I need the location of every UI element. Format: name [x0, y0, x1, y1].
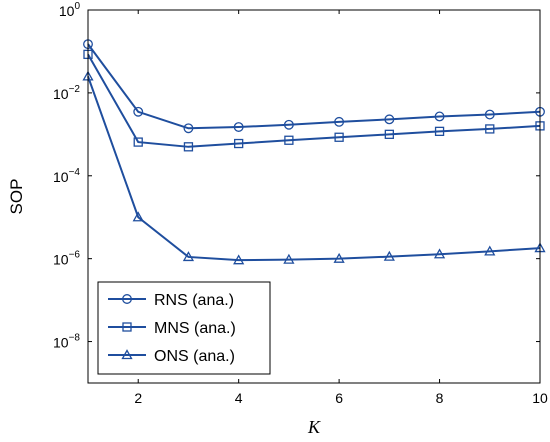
x-tick-label: 8 [436, 390, 444, 406]
data-point [484, 245, 496, 256]
data-point [133, 106, 144, 117]
series-line [87, 43, 541, 130]
legend-item: RNS (ana.) [108, 292, 234, 309]
data-point [384, 114, 395, 125]
data-point [334, 116, 345, 127]
data-point [283, 253, 295, 264]
data-point [183, 123, 194, 134]
series-square [83, 49, 545, 152]
data-point [133, 137, 143, 147]
x-tick-label: 6 [335, 390, 343, 406]
data-point [383, 250, 395, 261]
data-point [334, 132, 344, 142]
legend-item: ONS (ana.) [108, 348, 235, 365]
legend-marker [122, 294, 132, 304]
y-tick-label: 10−8 [53, 333, 80, 351]
series-line [87, 53, 541, 148]
data-point [434, 111, 445, 122]
y-tick-label: 10−2 [53, 84, 80, 102]
y-tick-label: 100 [59, 1, 81, 19]
data-point [284, 135, 294, 145]
data-point [233, 122, 244, 132]
legend-label: MNS (ana.) [154, 320, 236, 337]
plot-area [82, 39, 546, 265]
y-tick-label: 10−6 [53, 250, 80, 268]
data-point [233, 254, 245, 265]
data-point [433, 248, 446, 259]
x-tick-label: 4 [235, 390, 243, 406]
data-point [183, 142, 194, 152]
legend-label: RNS (ana.) [154, 292, 234, 309]
data-point [234, 138, 244, 149]
plot-frame [87, 9, 541, 384]
y-tick-label: 10−4 [53, 167, 80, 185]
data-point [485, 124, 495, 134]
legend-marker [121, 349, 133, 360]
legend-marker [122, 322, 132, 332]
data-point [434, 126, 445, 137]
series-line [87, 76, 541, 262]
data-point [384, 129, 394, 139]
series-triangle [82, 70, 546, 265]
x-tick-label: 10 [532, 390, 548, 406]
data-point [182, 251, 195, 262]
data-point [333, 252, 345, 263]
legend: RNS (ana.) MNS (ana.) ONS (ana.) [97, 281, 271, 375]
x-tick-label: 2 [134, 390, 142, 406]
x-axis-label: K [307, 417, 321, 437]
data-point [283, 119, 294, 130]
legend-item: MNS (ana.) [108, 320, 236, 337]
axis-ticks: 2 4 6 8 10 100 10−2 10−4 10−6 10−8 [53, 1, 548, 406]
series-circle [83, 39, 545, 134]
y-axis-label: SOP [7, 179, 26, 215]
data-point [484, 109, 495, 120]
legend-label: ONS (ana.) [154, 348, 235, 365]
data-point [132, 211, 144, 222]
